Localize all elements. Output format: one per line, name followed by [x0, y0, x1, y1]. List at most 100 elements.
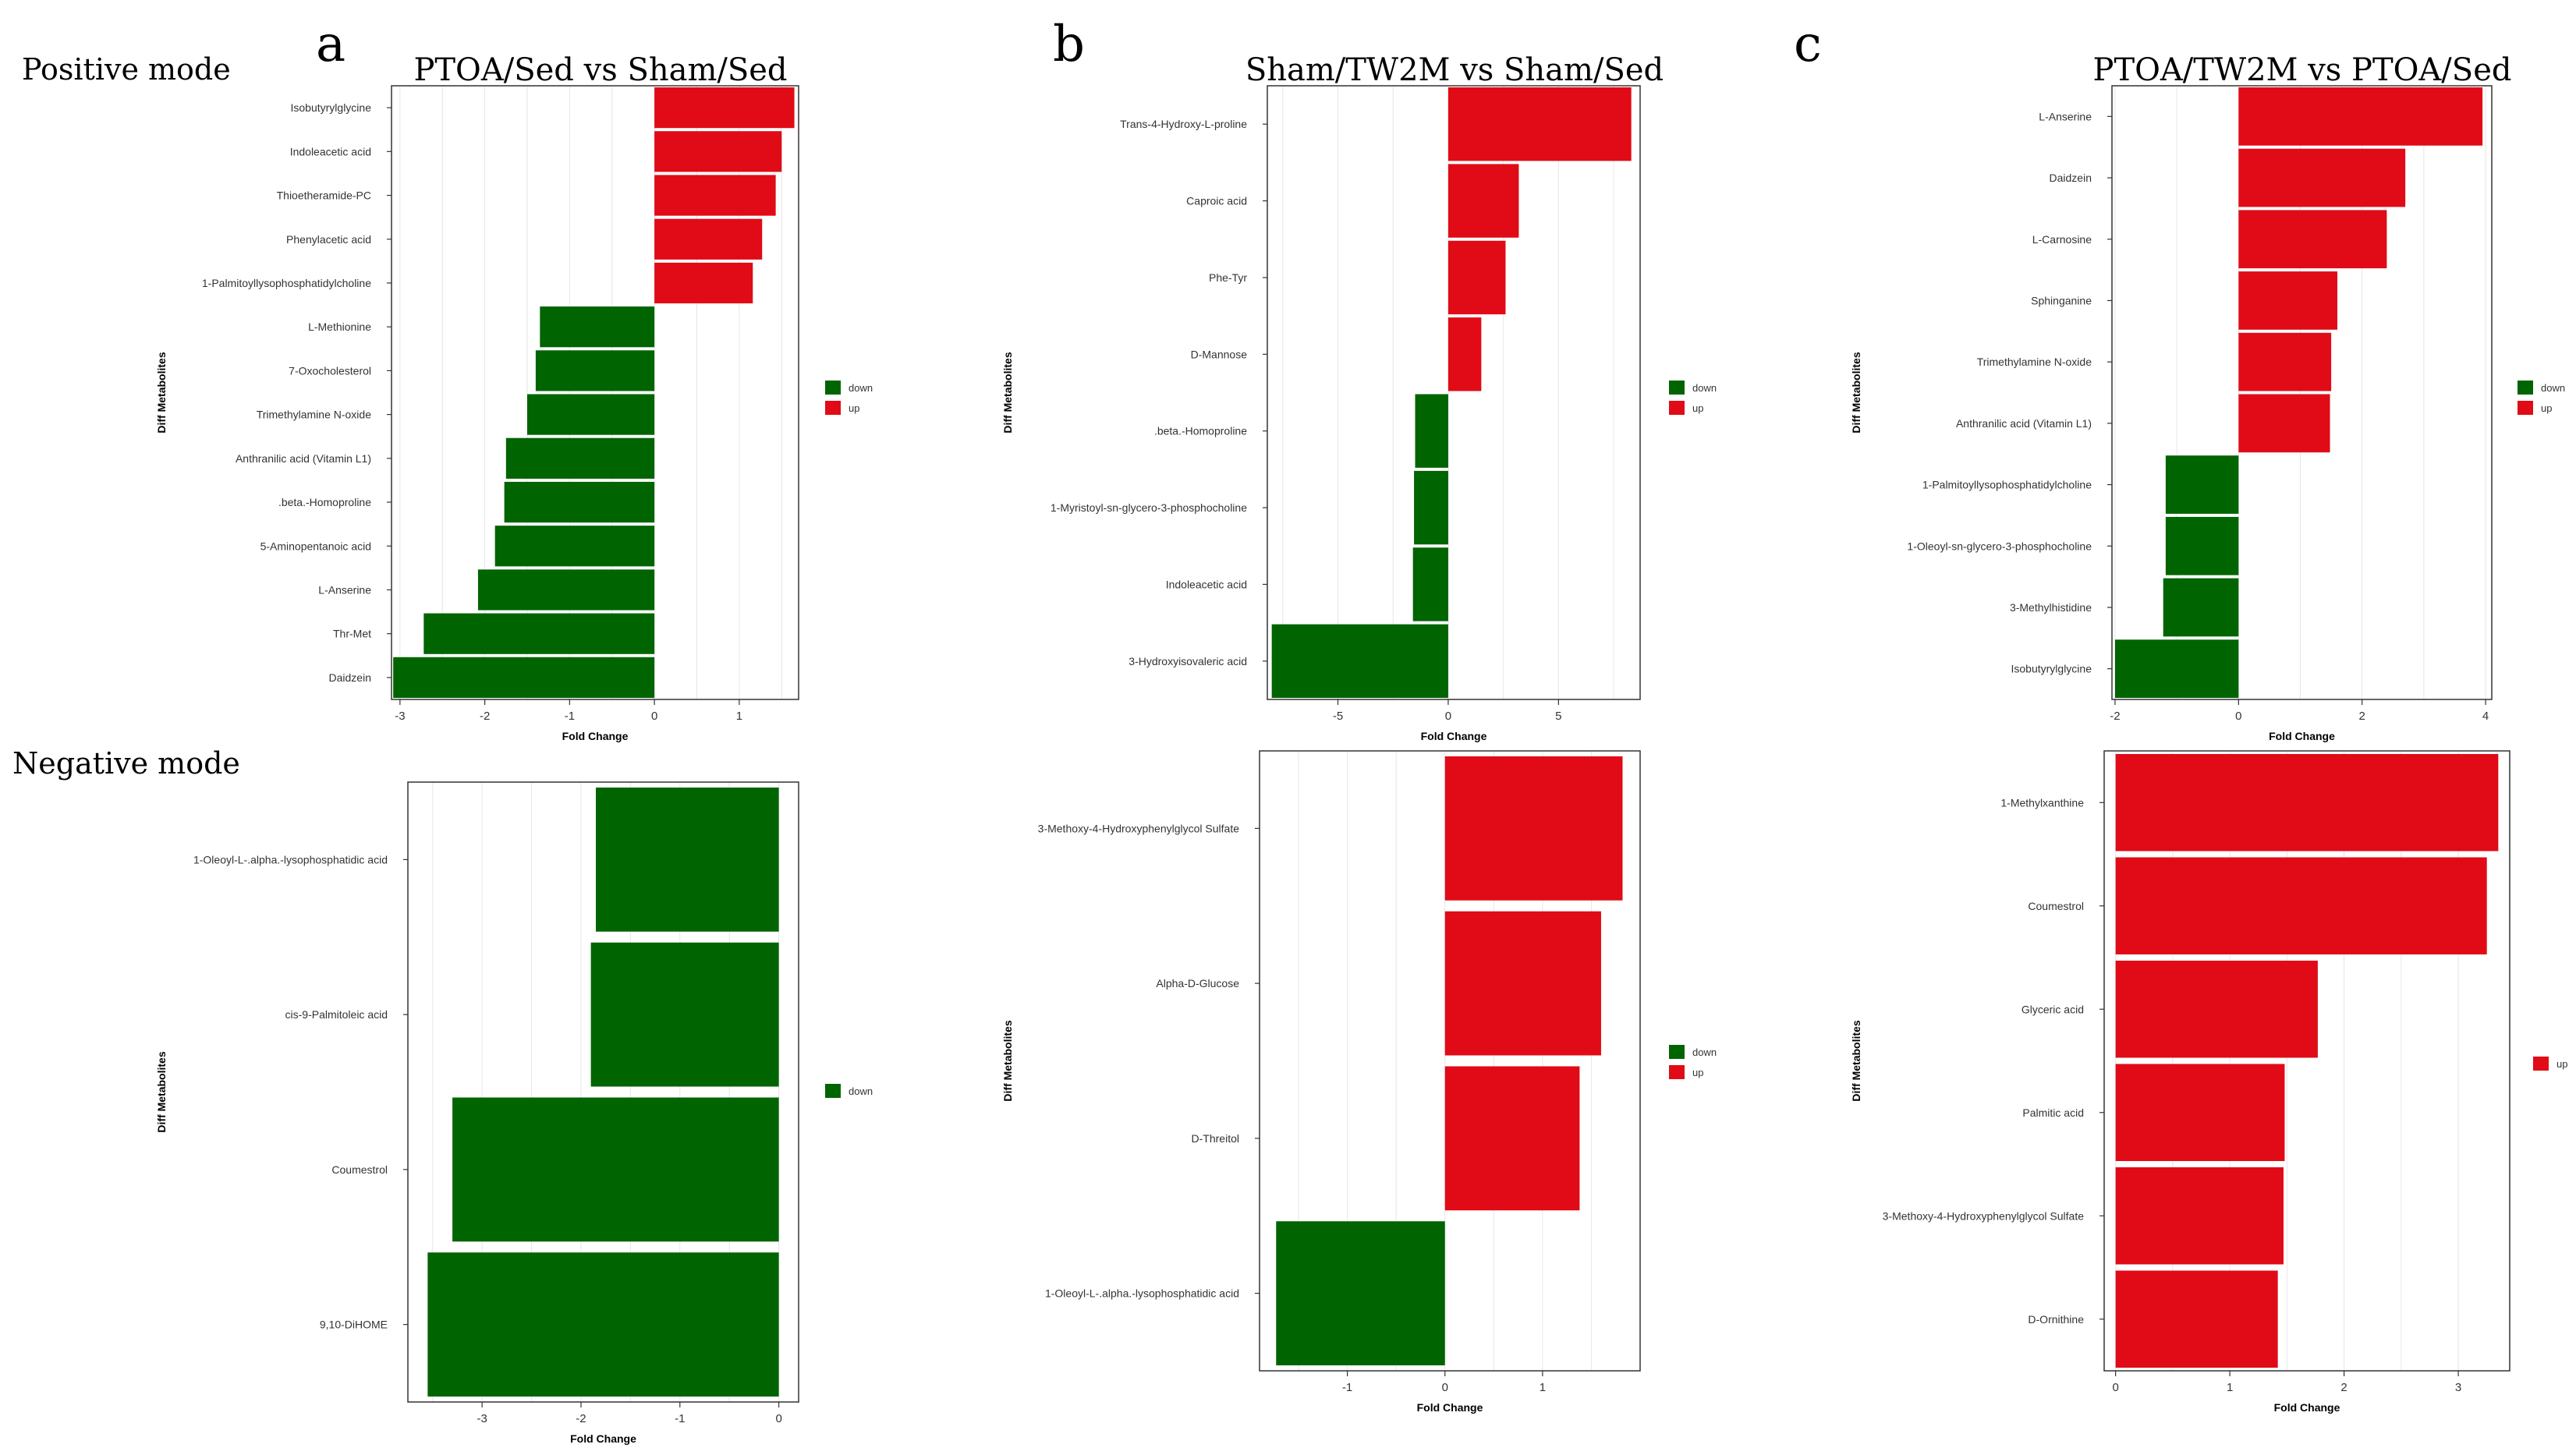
legend-swatch-down: [1669, 381, 1685, 395]
bar-beta-homoproline: [1415, 394, 1448, 468]
bar-1-myristoyl-sn-glycero-3-phosphocholine: [1414, 470, 1448, 545]
legend-label-up: up: [849, 402, 859, 414]
x-tick-label: 1: [1540, 1381, 1546, 1394]
bar-trimethylamine-n-oxide: [2238, 332, 2332, 391]
bar-anthranilic-acid-vitamin-l1: [505, 437, 655, 479]
bar-1-oleoyl-l-alpha-lysophosphatidic-acid: [595, 788, 779, 932]
panel-c-positive: c PTOA/TW2M vs PTOA/Sed L-Anserine Daidzein…: [1794, 16, 2565, 742]
bar-l-anserine: [2238, 87, 2483, 146]
panel-a-negative: 1-Oleoyl-L-.alpha.-lysophosphatidic acid…: [155, 781, 873, 1445]
panel-c-negative: 1-Methylxanthine Coumestrol Glyceric acid P…: [1850, 750, 2567, 1414]
category-label: 3-Methylhistidine: [2010, 601, 2092, 614]
x-tick-label: 0: [2235, 710, 2241, 723]
category-label: Daidzein: [329, 671, 371, 684]
x-axis-title: Fold Change: [570, 1432, 636, 1445]
plot-frame: [2103, 750, 2510, 1372]
panel-a-positive: a PTOA/Sed vs Sham/Sed Isobutyrylglycine In…: [155, 16, 873, 742]
category-label: Phe-Tyr: [1209, 271, 1247, 284]
bar-l-methionine: [540, 306, 655, 348]
x-tick-label: -2: [2110, 710, 2120, 723]
category-label: 1-Methylxanthine: [2000, 796, 2084, 809]
legend-swatch-down: [825, 1084, 841, 1098]
bar-3-methoxy-4-hydroxyphenylglycol-sulfate: [1444, 756, 1623, 901]
bar-1-palmitoyllysophosphatidylcholine: [654, 262, 753, 304]
legend-swatch-up: [2518, 401, 2533, 415]
bar-phe-tyr: [1447, 240, 1506, 315]
x-axis-title: Fold Change: [1421, 730, 1487, 742]
legend-label-down: down: [2541, 382, 2565, 394]
category-label: Sphinganine: [2031, 294, 2092, 306]
legend-label-up: up: [1692, 1067, 1703, 1078]
chart-title: PTOA/Sed vs Sham/Sed: [413, 52, 787, 88]
x-tick-label: 4: [2482, 710, 2489, 723]
category-label: Caproic acid: [1186, 195, 1247, 207]
bar-3-methoxy-4-hydroxyphenylglycol-sulfate: [2115, 1167, 2284, 1265]
x-tick-label: 2: [2340, 1381, 2347, 1394]
category-label: 1-Palmitoyllysophosphatidylcholine: [1922, 479, 2092, 491]
legend-swatch-up: [1669, 401, 1685, 415]
panel-b-positive: b Sham/TW2M vs Sham/Sed Trans-4-Hydroxy-L-…: [1001, 16, 1717, 742]
category-label: .beta.-Homoproline: [278, 496, 371, 508]
bar-isobutyrylglycine: [2114, 639, 2239, 698]
bar-7-oxocholesterol: [535, 350, 655, 391]
bar-coumestrol: [2115, 857, 2487, 954]
category-label: 3-Hydroxyisovaleric acid: [1129, 655, 1247, 667]
bar-alpha-d-glucose: [1444, 911, 1601, 1056]
category-label: Thioetheramide-PC: [277, 189, 371, 202]
category-label: Indoleacetic acid: [290, 145, 371, 158]
category-label: 9,10-DiHOME: [320, 1319, 388, 1331]
y-axis-title: Diff Metabolites: [1850, 1020, 1862, 1101]
category-label: Isobutyrylglycine: [2011, 663, 2092, 675]
category-label: Trimethylamine N-oxide: [257, 409, 372, 421]
category-label: 5-Aminopentanoic acid: [260, 540, 371, 552]
bar-indoleacetic-acid: [654, 131, 782, 172]
y-axis-title: Diff Metabolites: [155, 1051, 168, 1132]
x-tick-label: 0: [1442, 1381, 1448, 1394]
category-label: Daidzein: [2050, 172, 2092, 184]
bar-1-oleoyl-l-alpha-lysophosphatidic-acid: [1276, 1221, 1445, 1365]
legend-label-up: up: [1692, 402, 1703, 414]
x-tick-label: 3: [2455, 1381, 2461, 1394]
bar-daidzein: [2238, 148, 2406, 207]
x-tick-label: -3: [477, 1412, 487, 1425]
plot-frame: [1259, 750, 1641, 1372]
category-label: D-Ornithine: [2028, 1313, 2084, 1326]
category-label: 1-Myristoyl-sn-glycero-3-phosphocholine: [1051, 501, 1247, 514]
bar-3-hydroxyisovaleric-acid: [1271, 624, 1448, 698]
category-label: Anthranilic acid (Vitamin L1): [1956, 417, 2092, 430]
x-tick-label: -1: [675, 1412, 685, 1425]
negative-mode-label: Negative mode: [12, 746, 240, 781]
category-label: Trimethylamine N-oxide: [1977, 356, 2092, 368]
legend-swatch-down: [2518, 381, 2533, 395]
panel-letter: b: [1053, 16, 1085, 73]
x-tick-label: -2: [480, 710, 490, 723]
gridlines: [2115, 751, 2459, 1371]
category-label: 7-Oxocholesterol: [289, 364, 371, 377]
x-axis-title: Fold Change: [1417, 1401, 1483, 1414]
bar-trimethylamine-n-oxide: [527, 394, 655, 435]
legend: down up: [1669, 1045, 1717, 1079]
category-label: .beta.-Homoproline: [1154, 425, 1247, 437]
category-label: Phenylacetic acid: [286, 233, 371, 246]
category-label: D-Threitol: [1192, 1132, 1239, 1145]
x-tick-label: 2: [2359, 710, 2365, 723]
legend-label-down: down: [1692, 382, 1717, 394]
plot-frame: [407, 781, 799, 1403]
category-label: L-Anserine: [2039, 110, 2092, 122]
y-axis-title: Diff Metabolites: [1001, 1020, 1014, 1101]
legend-label-down: down: [849, 1085, 873, 1097]
x-tick-label: -5: [1333, 710, 1343, 723]
bar-l-carnosine: [2238, 210, 2387, 269]
bar-beta-homoproline: [504, 481, 655, 523]
x-tick-label: 1: [736, 710, 742, 723]
chart-title: Sham/TW2M vs Sham/Sed: [1245, 52, 1664, 88]
category-label: Alpha-D-Glucose: [1156, 977, 1239, 990]
legend-label-down: down: [849, 382, 873, 394]
category-label: Glyceric acid: [2021, 1003, 2084, 1015]
bar-l-anserine: [477, 569, 655, 611]
bar-isobutyrylglycine: [654, 87, 795, 129]
bar-d-mannose: [1447, 317, 1482, 391]
legend-swatch-up: [2533, 1057, 2549, 1071]
legend: up: [2533, 1057, 2567, 1071]
